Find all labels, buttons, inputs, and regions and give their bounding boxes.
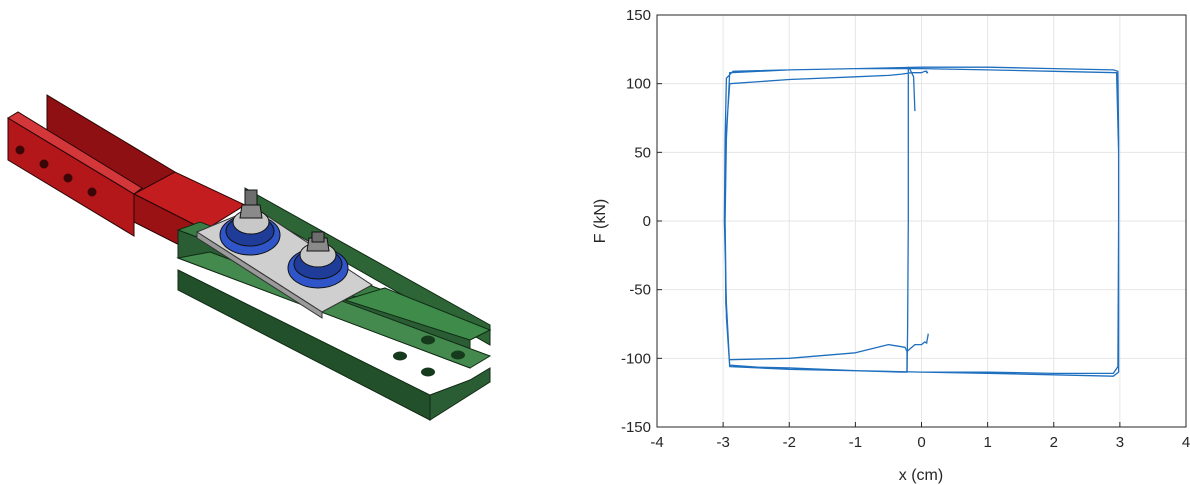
x-tick-label: 1 [983, 434, 991, 451]
y-tick-label: 150 [626, 7, 651, 24]
y-tick-label: 50 [634, 144, 651, 161]
x-tick-label: -2 [783, 434, 796, 451]
y-tick-label: -100 [621, 350, 651, 367]
damper-assembly-illustration [7, 94, 492, 421]
force-displacement-chart: -4 -3 -2 -1 0 1 2 3 4 -150 -100 -50 0 50 100 150 x (cm)… [592, 7, 1190, 484]
y-axis-label: F (kN) [592, 199, 609, 243]
y-tick-label: -150 [621, 419, 651, 436]
y-tick-label: 100 [626, 76, 651, 93]
x-tick-label: 4 [1182, 434, 1190, 451]
x-tick-label: 3 [1116, 434, 1124, 451]
x-tick-label: -1 [849, 434, 862, 451]
y-tick-label: -50 [629, 282, 651, 299]
x-tick-label: -4 [650, 434, 663, 451]
grid [657, 15, 1186, 427]
series-line-2 [906, 333, 929, 352]
x-tick-label: 0 [917, 434, 925, 451]
series-group [723, 66, 1120, 377]
tick-labels: -4 -3 -2 -1 0 1 2 3 4 -150 -100 -50 0 50 100 150 [621, 7, 1190, 451]
x-tick-label: -3 [716, 434, 729, 451]
y-tick-label: 0 [643, 213, 651, 230]
x-tick-label: 2 [1050, 434, 1058, 451]
bolt-1 [219, 189, 281, 256]
x-axis-label: x (cm) [899, 467, 943, 484]
bolt-2 [287, 231, 349, 289]
series-line-0 [723, 66, 1120, 377]
